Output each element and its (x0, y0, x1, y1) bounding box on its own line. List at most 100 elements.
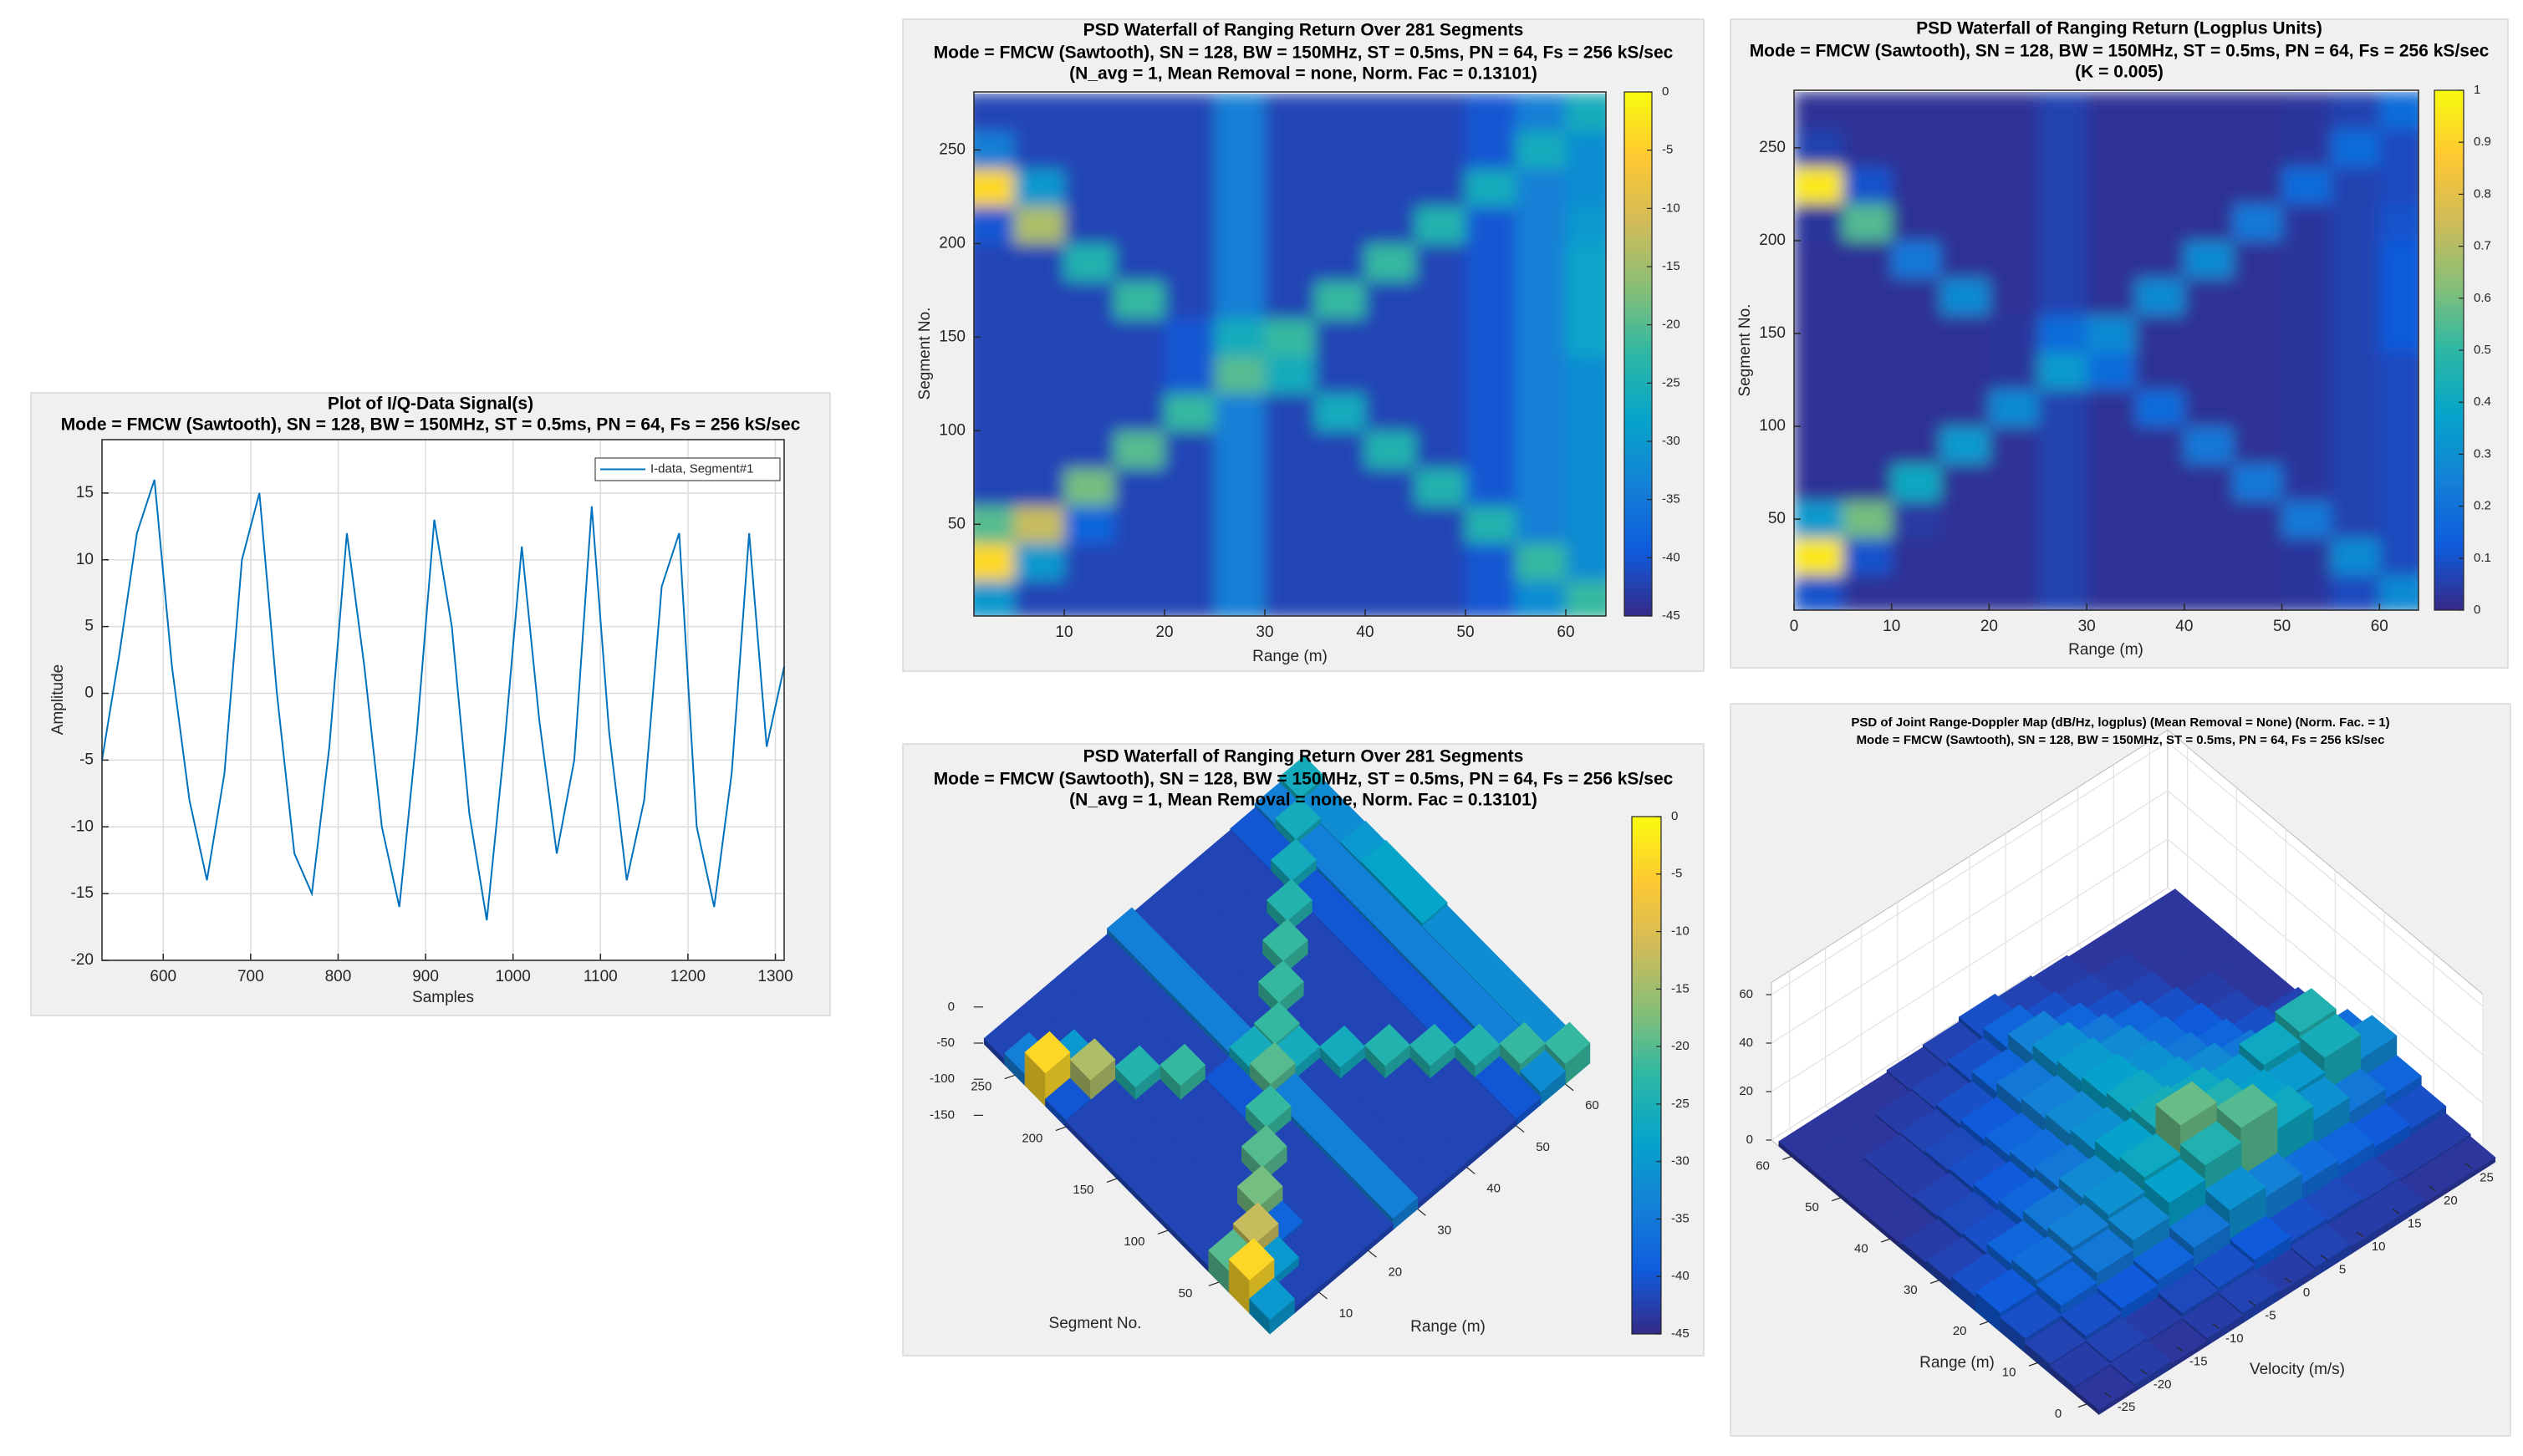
heatmap-cell (1843, 500, 1893, 538)
heatmap-cell (1365, 355, 1416, 395)
y-tick-label: 60 (1756, 1159, 1770, 1173)
colorbar-tick-label: -45 (1662, 608, 1680, 623)
heatmap-cell (2135, 277, 2185, 316)
cell-top (1253, 1001, 1300, 1045)
heatmap-cell (2281, 166, 2332, 205)
x-tick-label: 1300 (757, 968, 793, 985)
heatmap-cell (1989, 92, 2039, 130)
cell-top (2060, 1291, 2123, 1336)
x-tick-label: -10 (2225, 1331, 2244, 1346)
heatmap-cell (1891, 426, 1941, 465)
heatmap-cell (1516, 318, 1567, 357)
x-tick-label: 50 (1536, 1140, 1550, 1154)
heatmap-cell (1215, 206, 1266, 244)
heatmap-cell (1516, 430, 1567, 469)
colorbar-tick-label: 0 (1671, 809, 1678, 823)
heatmap-cell (1215, 505, 1266, 544)
y-tick (1832, 1197, 1841, 1202)
heatmap-cell (2281, 277, 2332, 316)
heatmap-cell (1891, 92, 1941, 130)
heatmap-cell (2281, 500, 2332, 538)
y-tick (1055, 1126, 1067, 1132)
x-tick (2320, 1255, 2328, 1260)
heatmap-cell (1989, 389, 2039, 427)
heatmap-cell (1989, 166, 2039, 205)
heatmap-cell (1114, 355, 1165, 395)
heatmap-cell (2233, 352, 2283, 390)
heatmap-cell (1989, 277, 2039, 316)
heatmap-cell (1215, 281, 1266, 319)
colorbar-tick-label: -15 (1671, 981, 1690, 995)
colorbar-tick-label: -20 (1671, 1039, 1690, 1053)
heatmap-cell (1165, 243, 1216, 282)
heatmap-cell (2184, 389, 2234, 427)
heatmap-cell (1215, 430, 1266, 469)
heatmap-cell (1465, 281, 1516, 319)
cell-top (2083, 1170, 2145, 1215)
y-tick (1157, 1229, 1169, 1235)
heatmap-cell (1014, 243, 1065, 282)
chart-subtitle: Mode = FMCW (Sawtooth), SN = 128, BW = 1… (1750, 42, 2490, 61)
grid-line (1771, 838, 2484, 1104)
heatmap-cell (2330, 352, 2380, 390)
heatmap-cell (1114, 94, 1165, 132)
heatmap-cell (1365, 281, 1416, 319)
y-tick (1106, 1178, 1118, 1184)
heatmap-cell (2379, 129, 2419, 167)
heatmap-cell (1940, 92, 1990, 130)
heatmap-cell (1465, 468, 1516, 507)
heatmap-cell (1064, 281, 1115, 319)
heatmap-cell (1315, 206, 1366, 244)
heatmap-cell (1215, 468, 1266, 507)
heatmap-cell (1215, 94, 1266, 132)
heatmap-cell (1265, 94, 1316, 132)
heatmap-cell (1465, 318, 1516, 357)
heatmap-cell (1566, 430, 1606, 469)
heatmap-cell (1014, 430, 1065, 469)
y-tick (1979, 1321, 1989, 1326)
x-tick-label: 30 (1437, 1223, 1451, 1237)
heatmap-cell (1265, 505, 1316, 544)
heatmap-cell (1415, 542, 1466, 581)
heatmap-cell (1365, 94, 1416, 132)
cell-top (1160, 1043, 1205, 1087)
heatmap-cell (1566, 243, 1606, 282)
heatmap-cell (1114, 393, 1165, 431)
colorbar-tick-label: 0.8 (2474, 186, 2491, 201)
heatmap-cell (974, 243, 1015, 282)
colorbar-tick-label: -5 (1671, 867, 1682, 881)
cell-top (2169, 1204, 2230, 1248)
colorbar-tick-label: -40 (1671, 1269, 1690, 1283)
heatmap-cell (974, 281, 1015, 319)
heatmap-cell (1064, 505, 1115, 544)
y-axis-label: Segment No. (916, 308, 934, 400)
cell-top (1236, 1165, 1283, 1208)
x-tick-label: 60 (1557, 624, 1574, 641)
heatmap-cell (1566, 542, 1606, 581)
heatmap-cell (1415, 580, 1466, 616)
heatmap-cell (1794, 537, 1843, 576)
x-tick-label: 40 (1486, 1182, 1501, 1196)
cell-top (2024, 1319, 2087, 1364)
x-tick (2392, 1209, 2400, 1214)
grid-line (1771, 790, 2484, 1056)
y-tick-label: 100 (1759, 417, 1786, 435)
heatmap-cell (1365, 468, 1416, 507)
heatmap-cell (1843, 277, 1893, 316)
heatmap-cell (1365, 318, 1416, 357)
heatmap-cell (2184, 129, 2234, 167)
cell-top (2133, 1236, 2194, 1280)
heatmap-cell (1365, 206, 1416, 244)
chart-subtitle: Mode = FMCW (Sawtooth), SN = 128, BW = 1… (934, 43, 1674, 63)
colorbar-tick-label: 0.2 (2474, 499, 2491, 513)
heatmap-cell (2184, 240, 2234, 278)
heatmap-cell (2087, 277, 2137, 316)
heatmap-cell (1315, 393, 1366, 431)
heatmap-cell (1165, 206, 1216, 244)
x-tick-label: 0 (2303, 1285, 2310, 1300)
x-tick-label: -5 (2265, 1308, 2276, 1322)
y-tick-label: 200 (1759, 232, 1786, 249)
heatmap-cell (2135, 240, 2185, 278)
heatmap-cell (2233, 240, 2283, 278)
